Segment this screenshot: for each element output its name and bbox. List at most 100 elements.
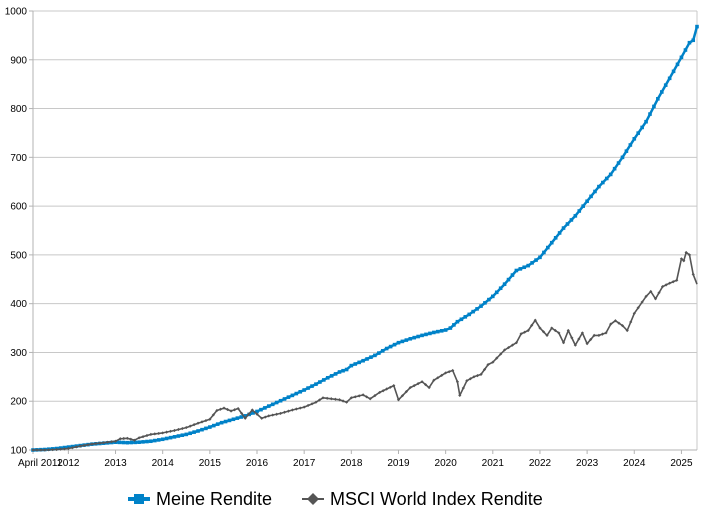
- data-point-meine-rendite: [384, 346, 389, 351]
- data-point-msci-world-index-rendite: [561, 341, 566, 345]
- data-point-msci-world-index-rendite: [545, 333, 549, 337]
- data-point-msci-world-index-rendite: [137, 436, 141, 440]
- data-point-msci-world-index-rendite: [660, 284, 665, 289]
- data-point-meine-rendite: [561, 226, 566, 230]
- series-line-meine-rendite: [32, 26, 699, 452]
- data-point-msci-world-index-rendite: [168, 429, 173, 433]
- data-point-msci-world-index-rendite: [176, 427, 181, 432]
- data-point-meine-rendite: [648, 112, 652, 116]
- data-point-meine-rendite: [687, 40, 692, 45]
- data-point-msci-world-index-rendite: [353, 395, 357, 399]
- data-point-msci-world-index-rendite: [649, 289, 653, 294]
- data-point-meine-rendite: [679, 55, 684, 60]
- data-point-meine-rendite: [428, 331, 432, 336]
- data-point-msci-world-index-rendite: [306, 403, 310, 408]
- data-point-msci-world-index-rendite: [157, 431, 161, 436]
- data-point-msci-world-index-rendite: [113, 439, 118, 443]
- data-point-meine-rendite: [200, 427, 204, 432]
- y-tick-label-1000: 1000: [5, 7, 28, 18]
- y-tick-label-100: 100: [10, 446, 27, 457]
- data-point-msci-world-index-rendite: [682, 259, 686, 263]
- data-point-meine-rendite: [691, 38, 696, 43]
- data-point-meine-rendite: [553, 236, 558, 240]
- data-point-meine-rendite: [452, 323, 456, 327]
- data-point-msci-world-index-rendite: [625, 328, 629, 333]
- legend-item-meine-rendite: Meine Rendite: [128, 489, 272, 509]
- data-point-meine-rendite: [204, 426, 208, 431]
- data-point-msci-world-index-rendite: [200, 420, 204, 424]
- legend-item-msci: MSCI World Index Rendite: [302, 489, 543, 509]
- data-point-msci-world-index-rendite: [325, 396, 329, 400]
- data-point-msci-world-index-rendite: [378, 390, 382, 395]
- data-point-msci-world-index-rendite: [317, 398, 322, 402]
- data-point-msci-world-index-rendite: [255, 412, 259, 416]
- data-point-msci-world-index-rendite: [47, 448, 51, 452]
- data-point-meine-rendite: [298, 389, 303, 394]
- data-point-msci-world-index-rendite: [368, 397, 372, 401]
- data-point-meine-rendite: [294, 391, 299, 396]
- data-point-meine-rendite: [231, 417, 236, 422]
- data-point-msci-world-index-rendite: [461, 386, 465, 390]
- data-point-msci-world-index-rendite: [514, 341, 518, 345]
- x-tick-label-2017: 2017: [293, 458, 316, 469]
- data-point-meine-rendite: [259, 407, 263, 412]
- data-point-meine-rendite: [137, 440, 141, 444]
- data-point-meine-rendite: [695, 24, 699, 29]
- data-point-msci-world-index-rendite: [357, 394, 361, 398]
- data-point-msci-world-index-rendite: [141, 435, 145, 439]
- data-point-msci-world-index-rendite: [620, 324, 625, 328]
- x-tick-label-april-2011: April 2011: [18, 458, 63, 469]
- data-point-meine-rendite: [604, 176, 609, 181]
- data-point-meine-rendite: [274, 400, 279, 405]
- data-point-msci-world-index-rendite: [247, 412, 251, 416]
- data-point-meine-rendite: [616, 161, 621, 165]
- data-point-meine-rendite: [184, 432, 189, 437]
- data-point-meine-rendite: [514, 268, 519, 273]
- data-point-meine-rendite: [581, 204, 585, 208]
- data-point-msci-world-index-rendite: [423, 383, 428, 387]
- data-point-msci-world-index-rendite: [510, 343, 515, 347]
- data-point-meine-rendite: [219, 420, 224, 425]
- data-point-meine-rendite: [396, 340, 401, 345]
- data-point-msci-world-index-rendite: [472, 375, 476, 379]
- data-point-meine-rendite: [404, 338, 409, 342]
- data-point-meine-rendite: [243, 414, 248, 418]
- data-point-msci-world-index-rendite: [58, 447, 63, 451]
- data-point-msci-world-index-rendite: [451, 368, 455, 373]
- y-tick-label-500: 500: [10, 250, 27, 261]
- data-point-meine-rendite: [325, 376, 330, 380]
- data-point-msci-world-index-rendite: [675, 278, 679, 282]
- data-point-msci-world-index-rendite: [109, 440, 114, 444]
- data-point-msci-world-index-rendite: [204, 418, 208, 423]
- data-point-msci-world-index-rendite: [329, 397, 333, 401]
- data-point-meine-rendite: [530, 261, 534, 265]
- data-point-msci-world-index-rendite: [62, 447, 67, 451]
- data-point-meine-rendite: [211, 423, 216, 428]
- data-point-msci-world-index-rendite: [35, 448, 39, 452]
- data-point-msci-world-index-rendite: [687, 253, 692, 257]
- data-point-msci-world-index-rendite: [447, 370, 451, 374]
- data-point-msci-world-index-rendite: [118, 437, 122, 441]
- data-point-meine-rendite: [585, 199, 589, 204]
- data-point-meine-rendite: [502, 282, 507, 286]
- data-point-msci-world-index-rendite: [90, 442, 94, 446]
- data-point-meine-rendite: [223, 419, 228, 424]
- data-point-meine-rendite: [373, 353, 377, 358]
- data-point-msci-world-index-rendite: [282, 410, 287, 414]
- data-point-msci-world-index-rendite: [609, 322, 613, 326]
- data-point-msci-world-index-rendite: [444, 371, 448, 375]
- data-point-meine-rendite: [208, 425, 212, 429]
- data-point-msci-world-index-rendite: [236, 406, 240, 411]
- data-point-meine-rendite: [628, 143, 633, 147]
- data-point-msci-world-index-rendite: [74, 445, 78, 449]
- series-markers-msci-world-index-rendite: [31, 250, 695, 452]
- data-point-msci-world-index-rendite: [165, 430, 169, 434]
- x-tick-label-2019: 2019: [387, 458, 410, 469]
- data-point-meine-rendite: [176, 434, 181, 438]
- data-point-msci-world-index-rendite: [436, 376, 440, 380]
- data-point-msci-world-index-rendite: [196, 421, 200, 425]
- data-point-meine-rendite: [534, 258, 538, 262]
- data-point-meine-rendite: [388, 344, 393, 349]
- data-point-msci-world-index-rendite: [172, 428, 177, 433]
- data-point-meine-rendite: [215, 422, 220, 426]
